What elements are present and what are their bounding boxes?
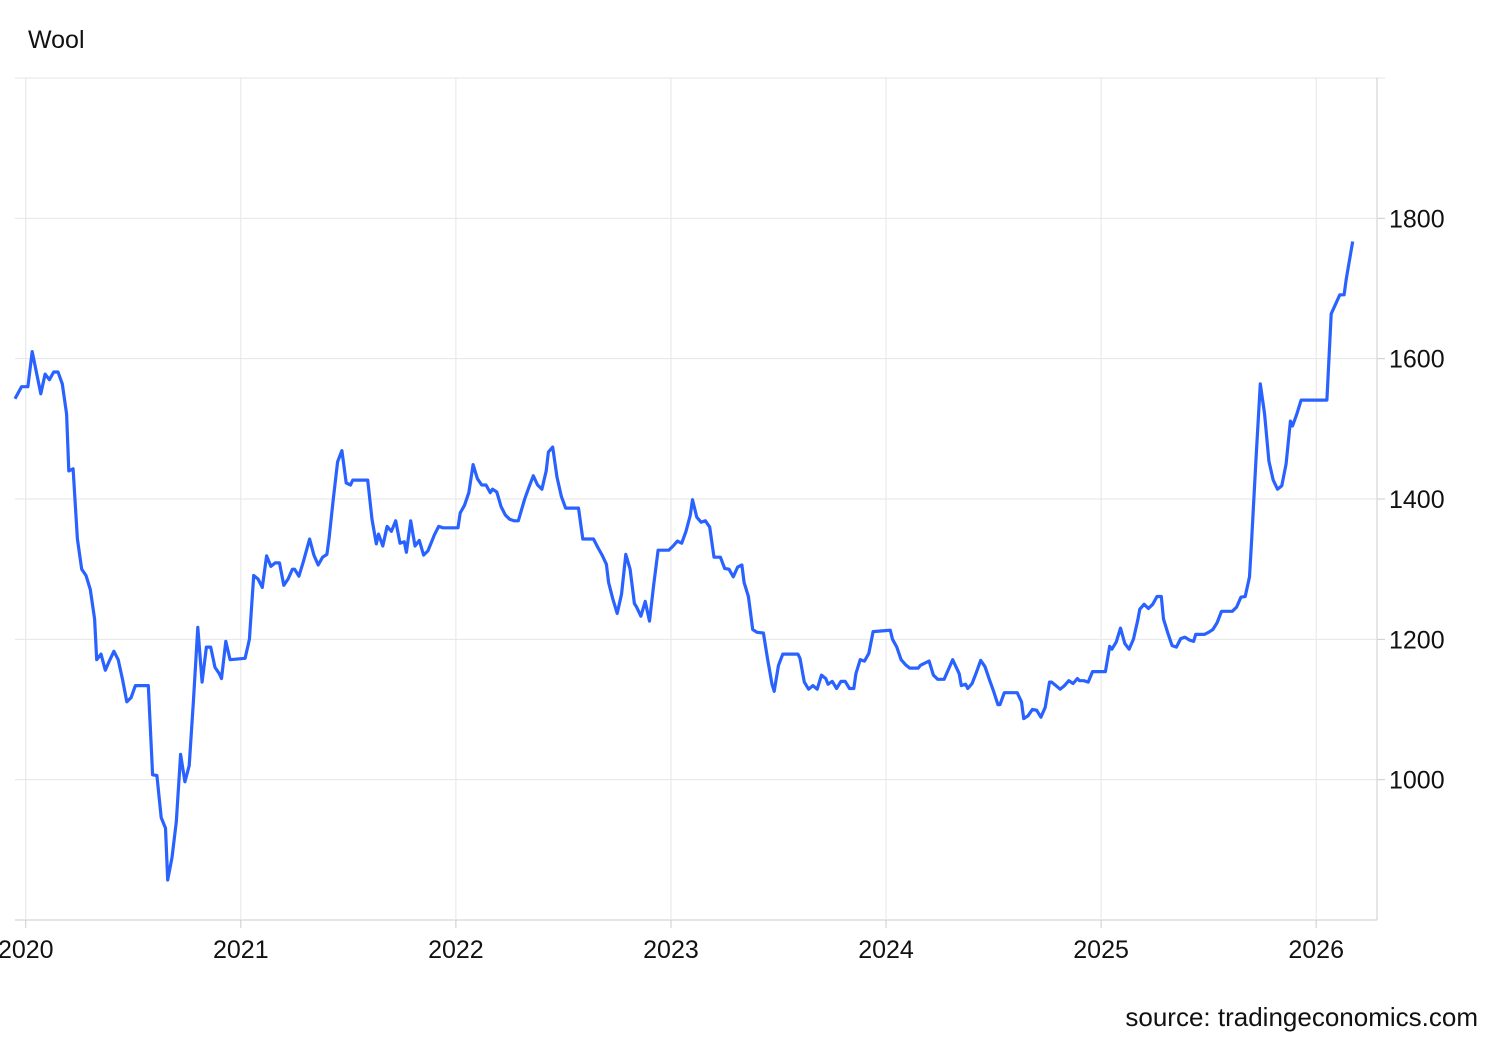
y-tick-label: 1600 [1389,346,1445,374]
y-tick-label: 1800 [1389,205,1445,233]
x-tick-label: 2021 [213,936,269,964]
x-tick-label: 2020 [0,936,54,964]
x-tick-label: 2022 [428,936,484,964]
y-tick-label: 1400 [1389,486,1445,514]
x-tick-label: 2025 [1073,936,1129,964]
data-line [13,241,1355,882]
y-tick-label: 1000 [1389,767,1445,795]
x-tick-label: 2024 [858,936,914,964]
y-tick-label: 1200 [1389,626,1445,654]
x-tick-label: 2026 [1288,936,1344,964]
source-note: source: tradingeconomics.com [1125,1002,1478,1032]
chart-title: Wool [28,26,85,54]
x-tick-label: 2023 [643,936,699,964]
